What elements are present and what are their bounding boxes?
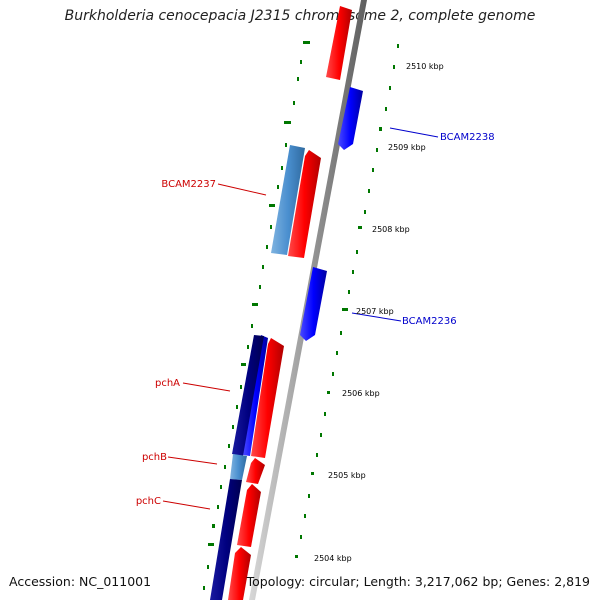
reverse-strand-features bbox=[243, 87, 363, 456]
cds-reverse bbox=[300, 267, 327, 341]
leader-pchb bbox=[167, 456, 218, 465]
gc-marks-right bbox=[295, 44, 399, 558]
feature-light-blue bbox=[271, 145, 305, 255]
topology-text: Topology: circular; Length: 3,217,062 bp… bbox=[246, 574, 590, 589]
cds-forward bbox=[288, 150, 321, 258]
gene-leader-lines bbox=[162, 127, 439, 510]
tick-label: 2505 kbp bbox=[328, 471, 366, 480]
feature-navy bbox=[210, 479, 242, 600]
cds-forward bbox=[326, 6, 352, 80]
cds-forward bbox=[246, 458, 265, 484]
leader-pchc bbox=[162, 500, 211, 510]
gene-labels: BCAM2238 BCAM2237 BCAM2236 pchA pchB pch… bbox=[136, 132, 495, 507]
cds-forward bbox=[237, 484, 261, 547]
map-title: Burkholderia cenocepacia J2315 chromosom… bbox=[64, 8, 536, 24]
feature-light-blue bbox=[230, 454, 247, 480]
cds-forward bbox=[251, 338, 284, 458]
gene-label-pchc: pchC bbox=[136, 496, 161, 507]
gene-label-bcam2237: BCAM2237 bbox=[161, 179, 216, 190]
tick-label: 2507 kbp bbox=[356, 307, 394, 316]
leader-bcam2237 bbox=[217, 183, 267, 196]
gc-marks-left bbox=[203, 41, 310, 590]
gene-label-pcha: pchA bbox=[155, 378, 180, 389]
tick-label: 2508 kbp bbox=[372, 225, 410, 234]
feature-navy bbox=[232, 335, 264, 456]
leader-bcam2238 bbox=[389, 127, 439, 138]
gene-label-pchb: pchB bbox=[142, 452, 167, 463]
kbp-tick-labels: 2510 kbp 2509 kbp 2508 kbp 2507 kbp 2506… bbox=[314, 62, 444, 563]
cds-forward bbox=[228, 547, 251, 600]
tick-label: 2504 kbp bbox=[314, 554, 352, 563]
cds-reverse bbox=[243, 335, 268, 456]
accession-text: Accession: NC_011001 bbox=[9, 574, 152, 589]
forward-strand-features bbox=[228, 6, 352, 600]
leader-bcam2236 bbox=[351, 312, 402, 322]
tick-label: 2509 kbp bbox=[388, 143, 426, 152]
tick-label: 2506 kbp bbox=[342, 389, 380, 398]
other-features bbox=[210, 145, 305, 600]
cds-reverse bbox=[338, 87, 363, 150]
leader-pcha bbox=[182, 382, 231, 392]
gene-label-bcam2236: BCAM2236 bbox=[402, 316, 457, 327]
gene-label-bcam2238: BCAM2238 bbox=[440, 132, 495, 143]
tick-label: 2510 kbp bbox=[406, 62, 444, 71]
